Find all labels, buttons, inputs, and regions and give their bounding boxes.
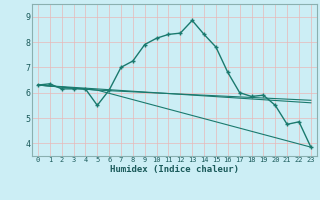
X-axis label: Humidex (Indice chaleur): Humidex (Indice chaleur) [110,165,239,174]
